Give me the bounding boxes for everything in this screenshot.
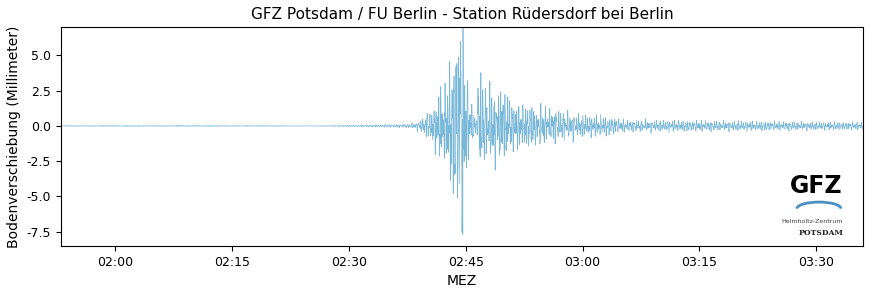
Y-axis label: Bodenverschiebung (Millimeter): Bodenverschiebung (Millimeter) bbox=[7, 25, 21, 248]
Text: POTSDAM: POTSDAM bbox=[797, 229, 842, 237]
Text: Helmholtz-Zentrum: Helmholtz-Zentrum bbox=[780, 219, 842, 224]
Title: GFZ Potsdam / FU Berlin - Station Rüdersdorf bei Berlin: GFZ Potsdam / FU Berlin - Station Rüders… bbox=[250, 7, 673, 22]
X-axis label: MEZ: MEZ bbox=[447, 274, 476, 288]
Text: GFZ: GFZ bbox=[789, 174, 842, 198]
